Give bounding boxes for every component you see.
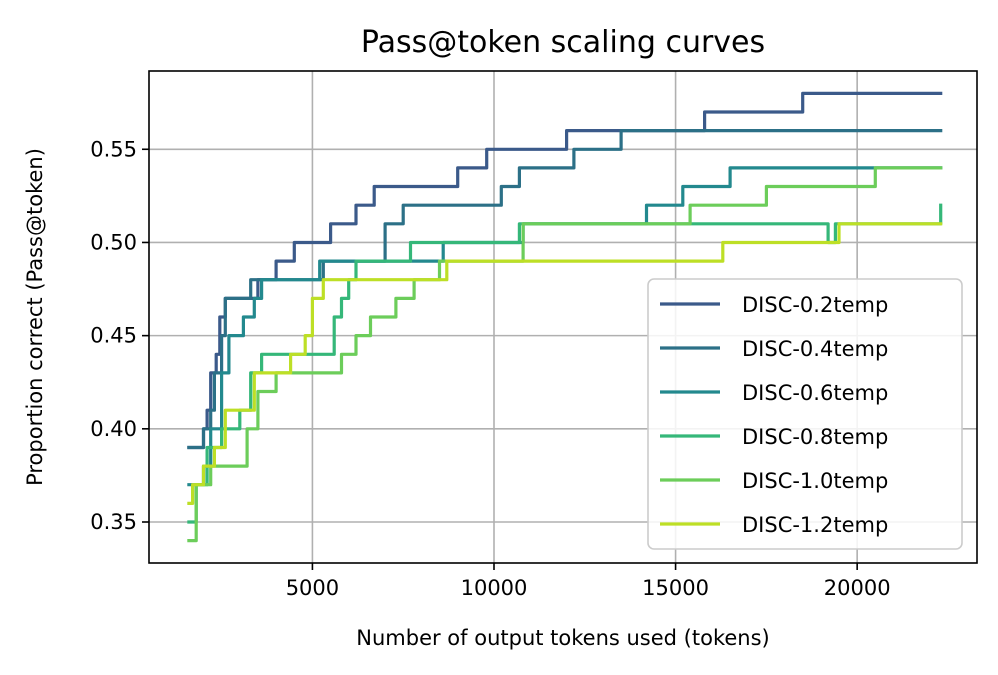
series-line-5 <box>187 166 943 543</box>
legend-entry: DISC-0.4temp <box>742 337 888 361</box>
series-line-6 <box>187 222 943 505</box>
legend-entry: DISC-1.2temp <box>742 513 888 537</box>
x-axis-ticks: 5000 10000 15000 20000 <box>286 563 891 600</box>
legend-entry: DISC-0.6temp <box>742 381 888 405</box>
y-tick-label: 0.35 <box>90 510 137 534</box>
x-tick-label: 5000 <box>286 576 339 600</box>
legend-entry: DISC-1.0temp <box>742 469 888 493</box>
legend-entry: DISC-0.8temp <box>742 425 888 449</box>
legend-box <box>647 278 963 550</box>
legend-entry: DISC-0.2temp <box>742 293 888 317</box>
y-tick-label: 0.50 <box>90 230 137 254</box>
x-tick-label: 20000 <box>824 576 891 600</box>
x-tick-label: 10000 <box>461 576 528 600</box>
y-tick-label: 0.45 <box>90 324 137 348</box>
series-line-3 <box>187 166 943 487</box>
x-tick-label: 15000 <box>642 576 709 600</box>
series-lines <box>187 91 943 543</box>
y-axis-ticks: 0.35 0.40 0.45 0.50 0.55 <box>90 137 149 534</box>
legend: DISC-0.2temp DISC-0.4temp DISC-0.6temp DISC… <box>647 278 963 550</box>
series-line-4 <box>187 203 943 524</box>
x-axis-label: Number of output tokens used (tokens) <box>356 626 769 650</box>
y-tick-label: 0.55 <box>90 137 137 161</box>
y-axis-label: Proportion correct (Pass@token) <box>23 148 47 486</box>
chart-title: Pass@token scaling curves <box>361 25 765 60</box>
y-tick-label: 0.40 <box>90 417 137 441</box>
plot-area-frame <box>148 70 978 564</box>
